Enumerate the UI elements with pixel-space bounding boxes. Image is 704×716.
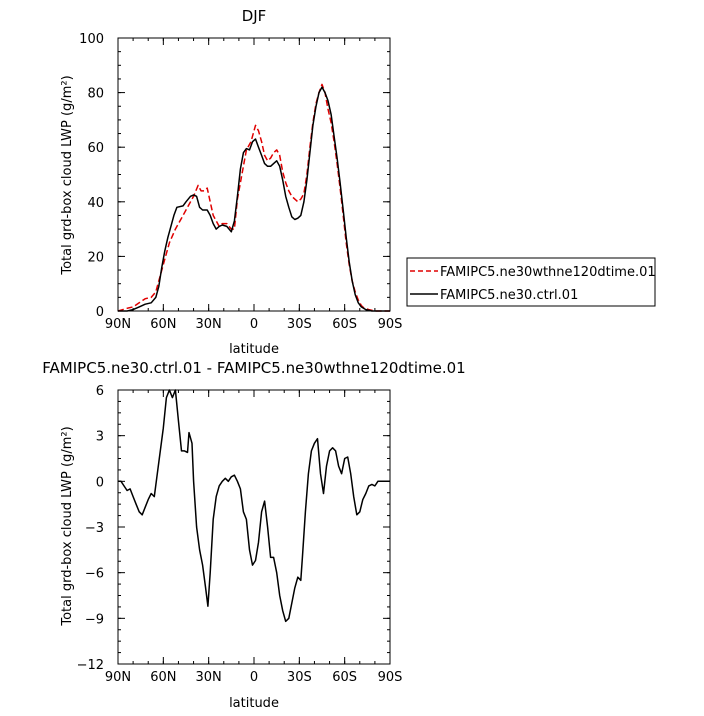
chart1-x-tick-label: 60N — [150, 317, 176, 332]
chart1-series-1-line — [118, 86, 390, 312]
chart1-x-tick-label: 90S — [378, 317, 403, 332]
chart2-y-tick-label: 6 — [96, 384, 104, 399]
chart1-y-tick-label: 0 — [96, 305, 104, 320]
chart2-y-tick-label: −6 — [85, 567, 104, 582]
chart-bottom-difference: FAMIPC5.ne30.ctrl.01 - FAMIPC5.ne30wthne… — [42, 359, 465, 711]
chart2-y-tick-label: −3 — [85, 521, 104, 536]
chart1-y-tick-label: 60 — [87, 141, 104, 156]
chart1-y-tick-label: 20 — [87, 250, 104, 265]
chart1-x-tick-label: 30N — [196, 317, 222, 332]
chart2-plot-frame — [117, 389, 391, 665]
chart1-x-tick-label: 60S — [332, 317, 357, 332]
chart2-y-tick-label: 3 — [96, 430, 104, 445]
chart1-x-tick-label: 0 — [250, 317, 258, 332]
chart2-y-tick-label: 0 — [96, 475, 104, 490]
chart1-y-tick-label: 40 — [87, 196, 104, 211]
chart2-x-tick-label: 60S — [332, 670, 357, 685]
legend-entry-0: FAMIPC5.ne30wthne120dtime.01 — [440, 265, 656, 280]
chart2-y-tick-label: −12 — [77, 658, 104, 673]
chart1-title: DJF — [242, 7, 267, 25]
chart2-x-tick-label: 0 — [250, 670, 258, 685]
chart1-xlabel: latitude — [229, 342, 279, 357]
chart2-x-tick-label: 90N — [105, 670, 131, 685]
chart1-legend: FAMIPC5.ne30wthne120dtime.01 FAMIPC5.ne3… — [406, 257, 656, 307]
chart2-series-0-line — [118, 389, 390, 623]
chart1-x-tick-label: 30S — [287, 317, 312, 332]
chart-top-djf: DJF Total grd-box cloud LWP (g/m²) latit… — [60, 7, 402, 357]
legend-entry-1: FAMIPC5.ne30.ctrl.01 — [440, 288, 578, 303]
chart1-x-tick-label: 90N — [105, 317, 131, 332]
chart2-x-tick-label: 60N — [150, 670, 176, 685]
chart2-x-tick-label: 30S — [287, 670, 312, 685]
chart1-y-tick-label: 80 — [87, 87, 104, 102]
chart1-plot-frame — [117, 37, 391, 312]
chart2-xlabel: latitude — [229, 696, 279, 711]
chart2-y-tick-label: −9 — [85, 612, 104, 627]
chart2-x-tick-label: 30N — [196, 670, 222, 685]
chart2-x-tick-label: 90S — [378, 670, 403, 685]
chart1-ylabel: Total grd-box cloud LWP (g/m²) — [60, 75, 75, 275]
chart2-title: FAMIPC5.ne30.ctrl.01 - FAMIPC5.ne30wthne… — [42, 359, 465, 377]
chart1-series-0-line — [117, 83, 390, 312]
chart1-y-tick-label: 100 — [79, 32, 104, 47]
chart2-ylabel: Total grd-box cloud LWP (g/m²) — [60, 426, 75, 626]
legend-frame — [406, 257, 656, 307]
